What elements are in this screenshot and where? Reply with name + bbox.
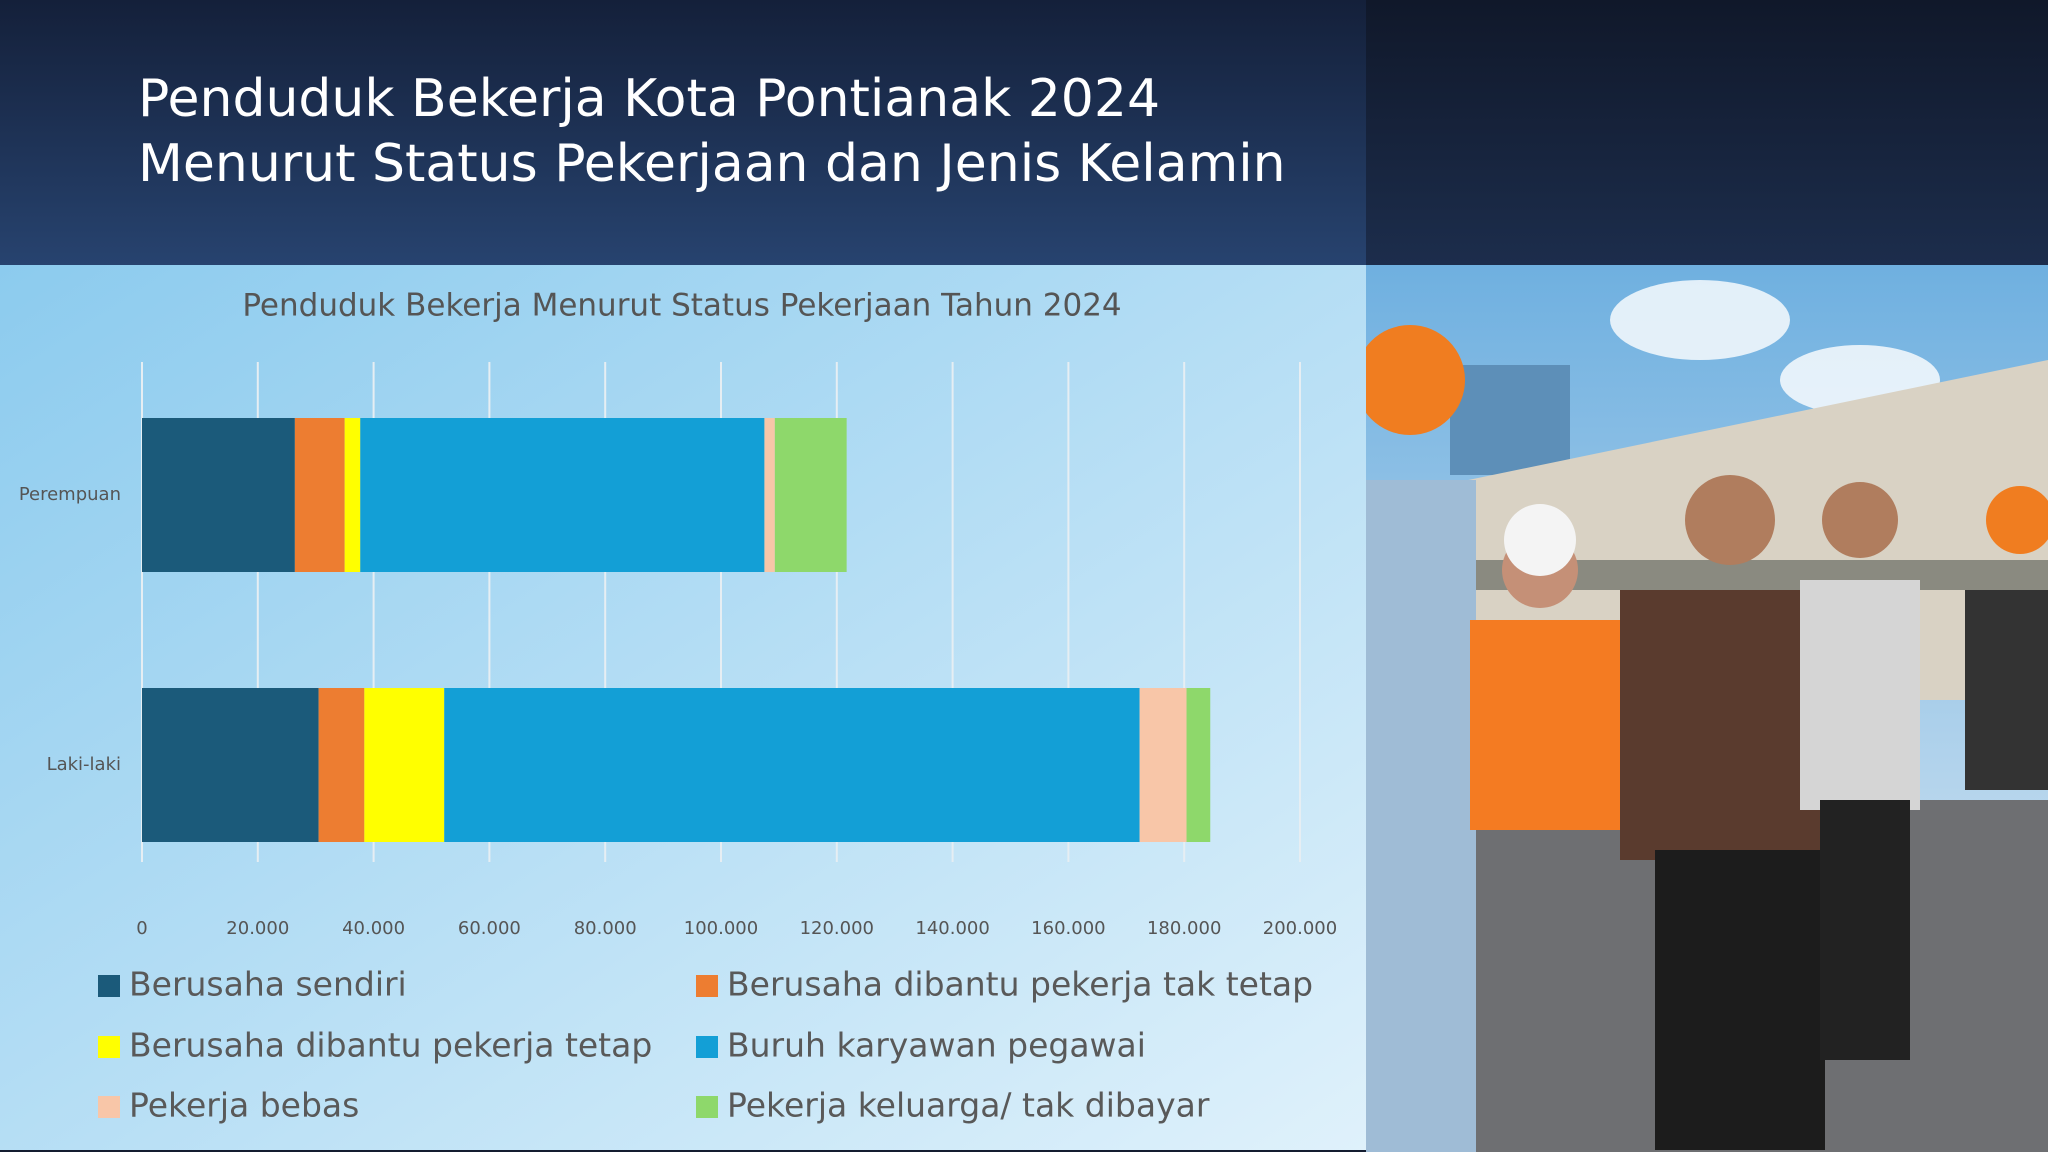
legend-label: Buruh karyawan pegawai <box>727 1026 1146 1065</box>
y-tick-label: Perempuan <box>19 484 121 505</box>
bar-segment <box>142 418 295 572</box>
banner-right <box>1366 0 2048 265</box>
legend-swatch <box>696 1036 718 1058</box>
x-tick-label: 20.000 <box>226 918 289 939</box>
legend-swatch <box>696 1096 718 1118</box>
bar-segment <box>1186 688 1211 842</box>
chart-title: Penduduk Bekerja Menurut Status Pekerjaa… <box>242 288 1121 324</box>
bar-segment <box>294 418 345 572</box>
x-tick-label: 60.000 <box>458 918 521 939</box>
legend-swatch <box>98 975 120 997</box>
slide-title: Menurut Status Pekerjaan dan Jenis Kelam… <box>138 134 1286 194</box>
x-tick-label: 0 <box>136 918 147 939</box>
x-tick-label: 180.000 <box>1147 918 1221 939</box>
legend-swatch <box>98 1096 120 1118</box>
bar-segment <box>360 418 765 572</box>
banner <box>0 0 1366 265</box>
bar-segment <box>142 688 319 842</box>
y-tick-label: Laki-laki <box>47 754 121 775</box>
bar-segment <box>444 688 1140 842</box>
legend-label: Pekerja keluarga/ tak dibayar <box>727 1086 1210 1125</box>
x-tick-label: 160.000 <box>1031 918 1105 939</box>
photo <box>1355 265 2048 1152</box>
bar-segment <box>764 418 775 572</box>
bar-segment <box>344 418 361 572</box>
x-tick-label: 80.000 <box>574 918 637 939</box>
legend-label: Berusaha dibantu pekerja tak tetap <box>727 965 1313 1004</box>
x-tick-label: 200.000 <box>1263 918 1337 939</box>
bar-segment <box>1139 688 1187 842</box>
bar-segment <box>318 688 365 842</box>
slide-title: Penduduk Bekerja Kota Pontianak 2024 <box>138 69 1160 129</box>
legend-swatch <box>696 975 718 997</box>
legend-swatch <box>98 1036 120 1058</box>
bar-segment <box>364 688 445 842</box>
x-tick-label: 40.000 <box>342 918 405 939</box>
x-tick-label: 120.000 <box>800 918 874 939</box>
legend-label: Berusaha dibantu pekerja tetap <box>129 1026 652 1065</box>
legend-label: Pekerja bebas <box>129 1086 359 1125</box>
x-tick-label: 140.000 <box>915 918 989 939</box>
legend-label: Berusaha sendiri <box>129 965 407 1004</box>
bar-segment <box>774 418 847 572</box>
x-tick-label: 100.000 <box>684 918 758 939</box>
